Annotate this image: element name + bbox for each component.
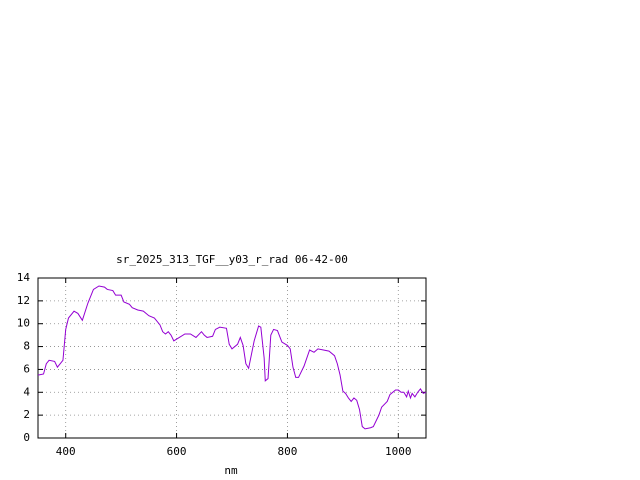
y-tick-label: 0 (23, 431, 30, 444)
y-tick-label: 14 (17, 271, 31, 284)
x-tick-label: 600 (167, 445, 187, 458)
x-tick-label: 800 (277, 445, 297, 458)
x-tick-label: 1000 (385, 445, 412, 458)
y-tick-label: 10 (17, 317, 30, 330)
plot-frame (37, 277, 427, 439)
y-tick-label: 2 (23, 408, 30, 421)
y-tick-label: 12 (17, 294, 30, 307)
x-axis-label: nm (224, 464, 238, 477)
y-tick-label: 8 (23, 340, 30, 353)
chart-title: sr_2025_313_TGF__y03_r_rad 06-42-00 (116, 253, 348, 266)
x-tick-label: 400 (56, 445, 76, 458)
y-tick-label: 4 (23, 385, 30, 398)
spectrum-line (37, 285, 427, 430)
y-tick-label: 6 (23, 362, 30, 375)
